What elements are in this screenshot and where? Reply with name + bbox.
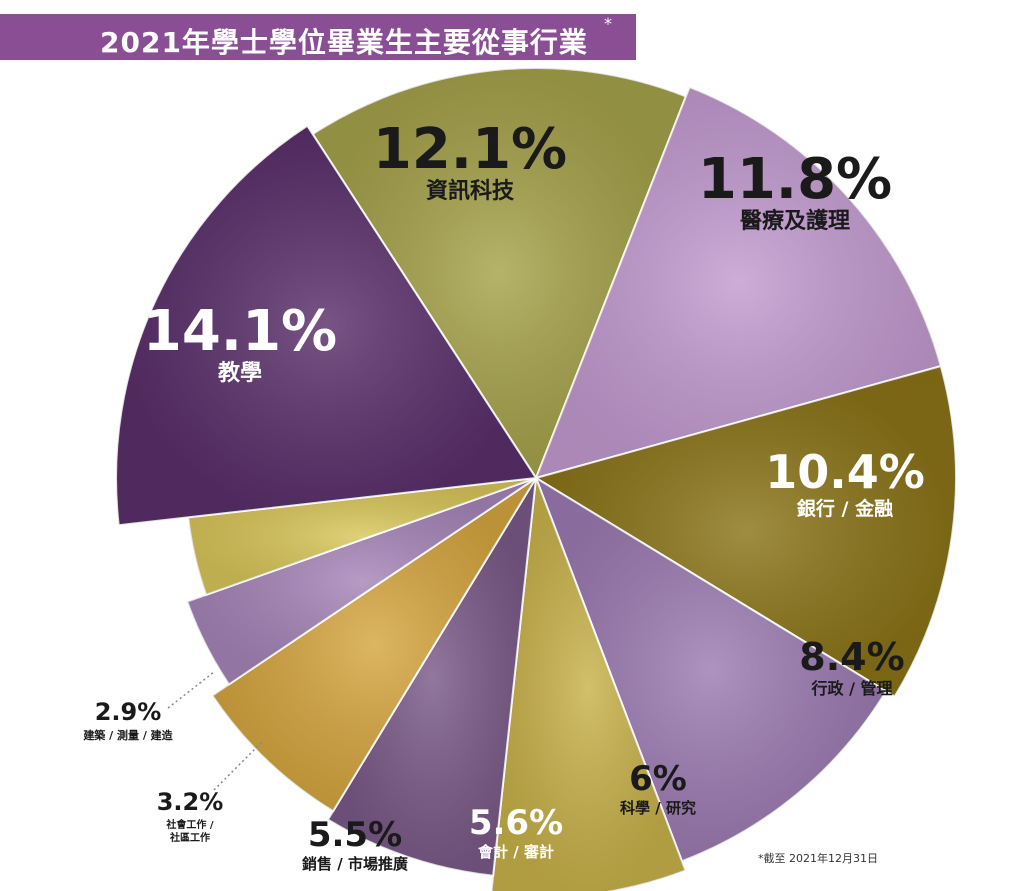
slice-value-label: 14.1% <box>143 299 337 364</box>
pie-slice-shading <box>188 478 536 595</box>
slice-category-label: 會計 / 審計 <box>478 843 554 861</box>
slice-category-label: 建築 / 測量 / 建造 <box>83 728 173 742</box>
pie-slice-shading <box>327 478 536 876</box>
leader-line <box>167 671 215 709</box>
slice-category-label: 社區工作 <box>169 831 210 844</box>
slice-value-label: 8.4% <box>799 635 904 679</box>
title-footnote-marker: * <box>604 14 612 33</box>
title-banner <box>0 14 636 60</box>
slice-category-label: 行政 / 管理 <box>811 679 893 698</box>
slice-category-label: 社會工作 / <box>165 818 213 831</box>
slice-category-label: 科學 / 研究 <box>620 799 696 817</box>
slice-category-label: 銷售 / 市場推廣 <box>302 855 408 873</box>
footnote: *截至 2021年12月31日 <box>758 852 878 865</box>
pie-slice-shading <box>187 478 536 685</box>
pie-slice-shading <box>116 125 537 526</box>
slice-category-label: 銀行 / 金融 <box>797 497 893 520</box>
pie-slice-shading <box>536 366 956 697</box>
slice-value-label: 3.2% <box>157 788 224 816</box>
pie-slice-shading <box>312 67 686 479</box>
slice-value-label: 2.9% <box>95 698 162 726</box>
slice-value-label: 5.6% <box>469 803 563 843</box>
chart-title: 2021年學士學位畢業生主要從事行業 <box>100 26 588 59</box>
slice-category-label: 資訊科技 <box>426 178 515 204</box>
pie-slice-shading <box>491 478 686 891</box>
pie-slice-shading <box>536 87 941 478</box>
leader-line <box>213 741 263 791</box>
slice-value-label: 5.5% <box>308 815 402 855</box>
slice-value-label: 12.1% <box>373 117 567 182</box>
pie-slice-shading <box>212 478 537 812</box>
slice-value-label: 6% <box>629 759 687 799</box>
pie-slice-shading <box>536 478 887 862</box>
slice-value-label: 11.8% <box>698 147 892 212</box>
slice-value-label: 10.4% <box>765 445 925 499</box>
slice-category-label: 醫療及護理 <box>740 208 850 234</box>
slice-category-label: 教學 <box>218 360 262 386</box>
